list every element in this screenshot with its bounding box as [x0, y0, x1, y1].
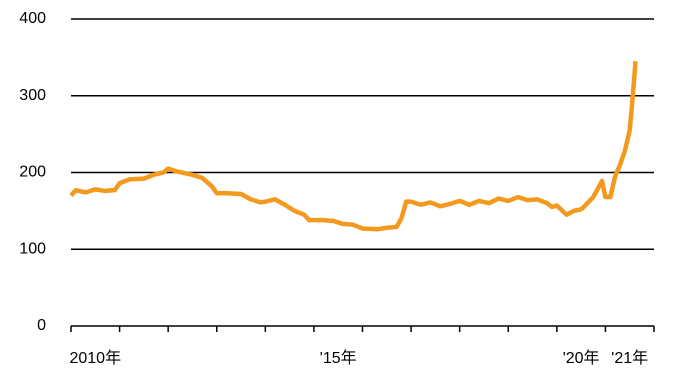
y-tick-label: 300: [19, 87, 46, 104]
x-tick-label: '21年: [611, 349, 648, 367]
y-tick-label: 0: [37, 317, 46, 334]
x-tick-label: '20年: [563, 349, 600, 367]
y-tick-label: 400: [19, 10, 46, 27]
y-tick-label: 100: [19, 240, 46, 257]
x-tick-label: 2010年: [69, 349, 121, 367]
y-tick-label: 200: [19, 164, 46, 181]
x-tick-label: '15年: [320, 349, 357, 367]
data-line: [69, 61, 638, 232]
